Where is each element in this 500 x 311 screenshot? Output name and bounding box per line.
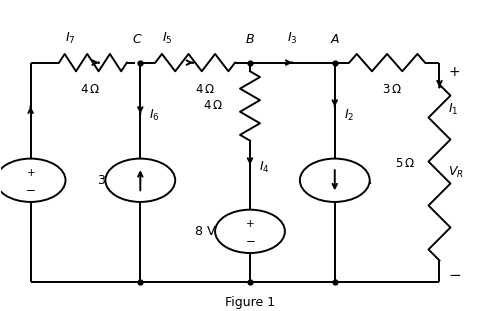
Text: $4\,\Omega$: $4\,\Omega$ (202, 100, 222, 113)
Text: $-$: $-$ (26, 182, 36, 195)
Circle shape (215, 210, 285, 253)
Text: 3 A: 3 A (98, 174, 118, 187)
Circle shape (106, 159, 175, 202)
Text: $V_x$: $V_x$ (44, 173, 60, 188)
Circle shape (0, 159, 66, 202)
Text: $4\,\Omega$: $4\,\Omega$ (195, 83, 215, 96)
Text: $-$: $-$ (448, 266, 462, 281)
Text: $I_2$: $I_2$ (344, 108, 354, 123)
Text: $V_R$: $V_R$ (448, 165, 464, 180)
Text: $I_1$: $I_1$ (448, 101, 459, 117)
Text: $I_3$: $I_3$ (287, 30, 298, 46)
Text: $+$: $+$ (245, 218, 255, 229)
Text: $B$: $B$ (245, 33, 255, 46)
Text: $5\,\Omega$: $5\,\Omega$ (394, 157, 414, 170)
Text: $C$: $C$ (132, 33, 143, 46)
Text: Figure 1: Figure 1 (225, 296, 275, 309)
Text: $A$: $A$ (330, 33, 340, 46)
Text: 2 A: 2 A (350, 174, 371, 187)
Text: 8 V: 8 V (194, 225, 215, 238)
Text: $-$: $-$ (244, 233, 256, 246)
Text: $I_4$: $I_4$ (259, 160, 270, 175)
Text: $I_6$: $I_6$ (150, 108, 160, 123)
Text: $I_7$: $I_7$ (65, 30, 76, 46)
Circle shape (300, 159, 370, 202)
Text: $+$: $+$ (26, 166, 36, 178)
Text: $4\,\Omega$: $4\,\Omega$ (80, 83, 100, 96)
Text: $+$: $+$ (448, 65, 460, 79)
Text: $I_5$: $I_5$ (162, 30, 173, 46)
Text: $3\,\Omega$: $3\,\Omega$ (382, 83, 402, 96)
